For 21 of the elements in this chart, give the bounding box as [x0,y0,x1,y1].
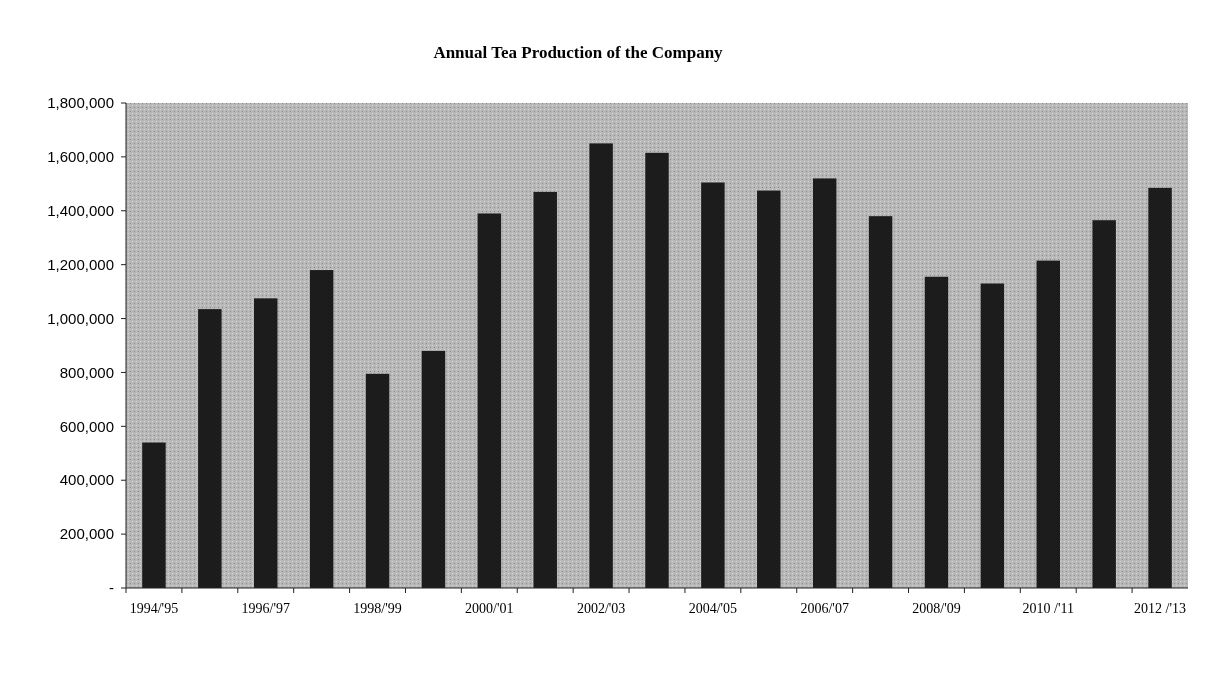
y-tick-label: 400,000 [59,471,114,489]
y-tick-label: 1,200,000 [47,255,114,273]
x-tick-label: 1998/'99 [353,601,402,616]
chart-title: Annual Tea Production of the Company [433,43,724,62]
x-tick-label: 1994/'95 [129,601,179,616]
x-tick-label: 2004/'05 [688,601,738,616]
y-tick-label: 200,000 [59,525,114,543]
x-tick-label: 2006/'07 [800,601,849,616]
x-tick-label: 2010 /'11 [1022,601,1074,616]
x-tick-label: 2002/'03 [576,601,626,616]
y-tick-label: 800,000 [59,363,114,381]
y-tick-label: 1,000,000 [47,309,114,327]
x-tick-label: 2012 /'13 [1134,601,1187,616]
y-tick-label: 600,000 [59,417,114,435]
x-tick-label: 2000/'01 [465,601,514,616]
y-tick-label: 1,600,000 [47,148,114,166]
y-tick-label: 1,800,000 [47,94,114,112]
x-tick-label: 2008/'09 [912,601,961,616]
y-tick-label: 1,400,000 [47,202,114,220]
x-tick-label: 1996/'97 [241,601,290,616]
y-tick-label: - [109,579,114,597]
